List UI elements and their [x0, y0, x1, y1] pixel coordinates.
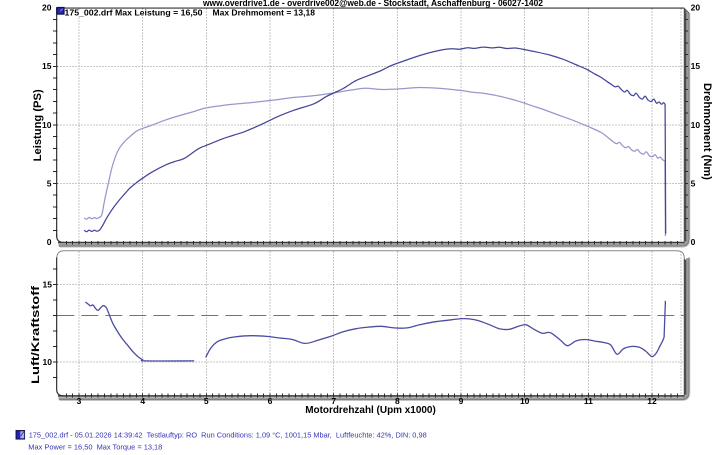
- svg-text:175_002.drf Max Leistung = 16,: 175_002.drf Max Leistung = 16,50: [65, 7, 203, 17]
- svg-text:www.overdrive1.de - overdrive0: www.overdrive1.de - overdrive002@web.de …: [202, 0, 543, 8]
- svg-text:0: 0: [47, 237, 52, 247]
- svg-text:Drehmoment (Nm): Drehmoment (Nm): [701, 83, 713, 180]
- svg-text:8: 8: [395, 396, 400, 406]
- svg-text:5: 5: [204, 396, 209, 406]
- svg-text:7: 7: [331, 396, 336, 406]
- svg-text:15: 15: [42, 61, 52, 71]
- svg-text:5: 5: [47, 178, 52, 188]
- svg-text:Motordrehzahl (Upm x1000): Motordrehzahl (Upm x1000): [305, 405, 436, 416]
- svg-text:20: 20: [691, 3, 701, 13]
- svg-text:9: 9: [459, 396, 464, 406]
- svg-text:175_002.drf - 05.01.2026 14:39: 175_002.drf - 05.01.2026 14:39:42 Testla…: [29, 430, 427, 439]
- svg-text:10: 10: [43, 357, 53, 367]
- svg-text:10: 10: [520, 396, 530, 406]
- svg-text:5: 5: [691, 178, 696, 188]
- svg-text:15: 15: [691, 61, 701, 71]
- svg-text:15: 15: [43, 279, 53, 289]
- svg-text:Max Power = 16,50 Max Torque: Max Power = 16,50 Max Torque = 13,18: [28, 442, 162, 451]
- svg-text:3: 3: [77, 396, 82, 406]
- svg-text:11: 11: [584, 396, 593, 406]
- svg-text:Luft/Kraftstoff: Luft/Kraftstoff: [30, 286, 42, 384]
- svg-text:20: 20: [42, 3, 52, 13]
- svg-text:6: 6: [268, 396, 273, 406]
- svg-text:10: 10: [691, 120, 701, 130]
- svg-text:Leistung (PS): Leistung (PS): [32, 89, 44, 161]
- svg-text:12: 12: [647, 396, 657, 406]
- svg-text:10: 10: [42, 120, 52, 130]
- svg-text:Max Drehmoment = 13,18: Max Drehmoment = 13,18: [213, 7, 316, 17]
- svg-text:4: 4: [140, 396, 145, 406]
- svg-text:0: 0: [691, 237, 696, 247]
